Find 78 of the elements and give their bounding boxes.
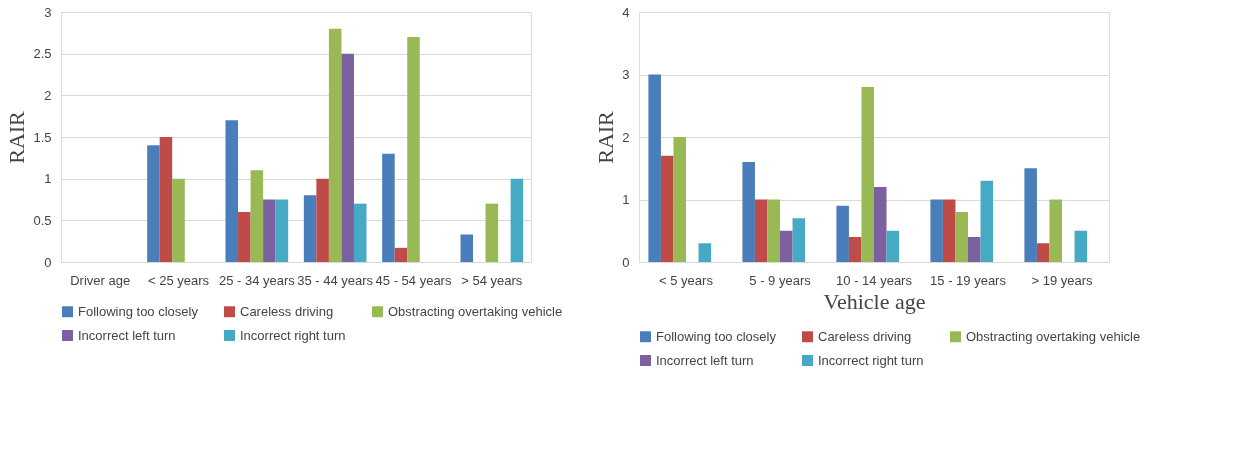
bar (836, 205, 849, 262)
bar (303, 195, 317, 262)
bar (316, 178, 329, 262)
x-tick-label: > 54 years (461, 272, 523, 288)
x-tick-label: < 5 years (659, 272, 714, 288)
bar (353, 203, 367, 262)
bar (942, 199, 956, 262)
bar (1036, 243, 1050, 262)
x-tick-label: 15 - 19 years (930, 272, 1007, 288)
bar (955, 212, 968, 262)
bar (159, 137, 173, 262)
legend-label: Following too closely (78, 303, 199, 319)
bar (147, 145, 160, 262)
bar (225, 120, 239, 262)
x-tick-label: 25 - 34 years (218, 272, 296, 288)
legend-label: Incorrect left turn (656, 352, 754, 368)
bar (510, 178, 524, 262)
bar (848, 237, 862, 262)
x-tick-label: 10 - 14 years (836, 272, 913, 288)
bar (172, 178, 185, 262)
x-tick-label: 35 - 44 years (297, 272, 374, 288)
x-tick-label: 5 - 9 years (749, 272, 812, 288)
y-tick-label: 0.5 (33, 212, 52, 228)
bar (886, 230, 900, 262)
y-axis-title: RAIR (4, 110, 30, 164)
bar (874, 187, 887, 262)
bar (460, 234, 474, 262)
bar (407, 37, 420, 262)
bar (754, 199, 768, 262)
x-tick-label: Driver age (70, 272, 131, 288)
bar (698, 243, 712, 262)
bar (394, 247, 408, 262)
bar (980, 180, 994, 262)
bar (250, 170, 264, 262)
y-tick-label: 1 (44, 171, 52, 187)
bar (1024, 168, 1037, 262)
legend-label: Careless driving (240, 303, 334, 319)
x-tick-label: < 25 years (147, 272, 210, 288)
bar (673, 137, 686, 262)
bar (930, 199, 943, 262)
legend-label: Incorrect right turn (818, 352, 924, 368)
bar (1074, 230, 1088, 262)
y-tick-label: 3 (44, 4, 52, 20)
bar (861, 87, 874, 262)
y-tick-label: 2 (622, 129, 630, 145)
bar (275, 199, 289, 262)
legend-label: Careless driving (818, 328, 912, 344)
bar (660, 155, 674, 262)
bar (968, 237, 981, 262)
y-tick-label: 1.5 (33, 129, 52, 145)
bar (792, 218, 806, 262)
bar (485, 203, 499, 262)
bar (767, 199, 780, 262)
bar (382, 153, 395, 262)
y-tick-label: 4 (622, 4, 630, 20)
y-tick-label: 3 (622, 67, 630, 82)
legend-label: Obstracting overtaking vehicle (388, 303, 563, 319)
bar (1049, 199, 1062, 262)
x-tick-label: > 19 years (1031, 272, 1094, 288)
bar (341, 53, 354, 262)
legend-label: Incorrect right turn (240, 327, 346, 343)
bar (263, 199, 276, 262)
x-tick-label: 45 - 54 years (375, 272, 452, 288)
y-tick-label: 1 (622, 192, 630, 207)
bar (238, 212, 251, 262)
legend-label: Following too closely (656, 328, 777, 344)
bar (780, 230, 793, 262)
y-tick-label: 0 (44, 254, 52, 270)
bar (742, 162, 755, 262)
legend-label: Obstracting overtaking vehicle (966, 328, 1141, 344)
y-tick-label: 0 (622, 254, 630, 270)
y-tick-label: 2.5 (33, 46, 52, 62)
y-tick-label: 2 (44, 87, 52, 103)
bar (648, 74, 661, 262)
y-axis-title: RAIR (593, 110, 619, 164)
legend-label: Incorrect left turn (78, 327, 176, 343)
x-axis-title: Vehicle age (823, 288, 926, 314)
bar (328, 28, 342, 262)
